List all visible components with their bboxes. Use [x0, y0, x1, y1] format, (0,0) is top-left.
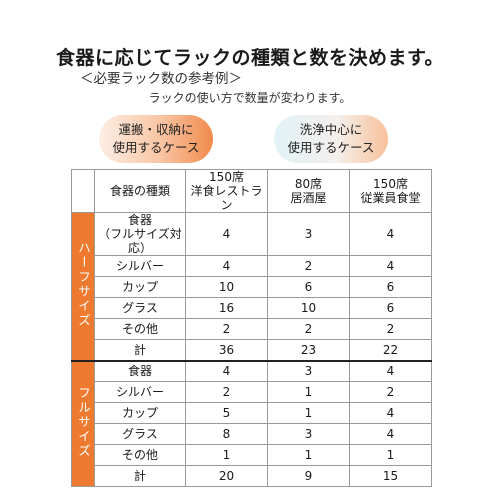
- rack-count-cell: 1: [267, 444, 350, 466]
- rack-count-cell: 4: [185, 255, 268, 277]
- table-row: フルサイズ 食器 4 3 4: [71, 359, 432, 487]
- item-name-cell: グラス: [94, 297, 186, 319]
- header-izakaya: 80席 居酒屋: [267, 169, 350, 213]
- rack-count-cell: 9: [267, 465, 350, 487]
- rack-count-cell: 2: [349, 318, 432, 340]
- rack-count-cell: 2: [185, 381, 268, 403]
- rack-count-cell: 3: [267, 423, 350, 445]
- page-subtitle: ＜必要ラック数の参考例＞: [80, 71, 242, 87]
- item-name-cell: 食器: [94, 359, 186, 382]
- washing-use-case-pill: 洗浄中心に 使用するケース: [274, 115, 388, 163]
- rack-count-cell: 1: [267, 402, 350, 424]
- header-item-type: 食器の種類: [94, 169, 186, 213]
- table-row: カップ 5 1 4: [72, 402, 432, 424]
- rack-count-cell: 3: [267, 359, 350, 382]
- table-row: グラス 8 3 4: [72, 423, 432, 445]
- half-size-section: ハーフサイズ 食器 （フルサイズ対応） 4 3 4 シルバー 4 2 4 カップ 10 6 6 グラス 16…: [71, 212, 432, 361]
- item-name-cell: カップ: [94, 276, 186, 298]
- rack-count-cell: 5: [185, 402, 268, 424]
- rack-count-cell: 15: [349, 465, 432, 487]
- rack-count-cell: 10: [185, 276, 268, 298]
- table-header-row: 食器の種類 150席 洋食レストラン 80席 居酒屋 150席 従業員食堂: [71, 169, 432, 213]
- table-row: 計 20 9 15: [72, 465, 432, 487]
- rack-count-cell: 8: [185, 423, 268, 445]
- rack-count-cell: 2: [267, 318, 350, 340]
- rack-count-cell: 4: [349, 359, 432, 382]
- item-name-cell: グラス: [94, 423, 186, 445]
- item-name-cell: カップ: [94, 402, 186, 424]
- rack-count-cell: 22: [349, 339, 432, 361]
- table-row: カップ 10 6 6: [72, 276, 432, 298]
- half-size-section-label: ハーフサイズ: [71, 212, 95, 361]
- rack-count-cell: 4: [349, 423, 432, 445]
- item-name-cell: シルバー: [94, 255, 186, 277]
- rack-count-cell: 2: [267, 255, 350, 277]
- table-row: シルバー 4 2 4: [72, 255, 432, 277]
- half-size-section-label-text: ハーフサイズ: [76, 241, 91, 329]
- full-size-section: フルサイズ 食器 4 3 4 シルバー 2 1 2 カップ 5 1 4 グラス 8 3 4 その他 1 1 1 計 20 9 1…: [71, 359, 432, 487]
- rack-count-cell: 4: [185, 359, 268, 382]
- rack-count-cell: 1: [185, 444, 268, 466]
- item-name-cell: その他: [94, 444, 186, 466]
- page-title: 食器に応じてラックの種類と数を決めます。: [55, 47, 445, 69]
- rack-count-table: 食器の種類 150席 洋食レストラン 80席 居酒屋 150席 従業員食堂 ハー…: [71, 169, 432, 487]
- rack-count-cell: 6: [349, 297, 432, 319]
- storage-use-case-pill: 運搬・収納に 使用するケース: [99, 115, 213, 163]
- table-row: その他 1 1 1: [72, 444, 432, 466]
- rack-count-cell: 4: [349, 402, 432, 424]
- rack-count-cell: 4: [349, 255, 432, 277]
- rack-count-cell: 1: [349, 444, 432, 466]
- item-name-cell: 食器 （フルサイズ対応）: [94, 212, 186, 256]
- rack-count-cell: 4: [349, 212, 432, 256]
- item-name-cell: その他: [94, 318, 186, 340]
- table-row: その他 2 2 2: [72, 318, 432, 340]
- rack-count-cell: 1: [267, 381, 350, 403]
- rack-count-cell: 10: [267, 297, 350, 319]
- full-size-section-label-text: フルサイズ: [76, 386, 91, 459]
- full-size-section-label: フルサイズ: [71, 359, 95, 487]
- rack-count-cell: 4: [185, 212, 268, 256]
- rack-count-cell: 6: [349, 276, 432, 298]
- header-staff-cafeteria: 150席 従業員食堂: [349, 169, 432, 213]
- rack-count-cell: 20: [185, 465, 268, 487]
- rack-count-cell: 2: [349, 381, 432, 403]
- rack-count-cell: 16: [185, 297, 268, 319]
- rack-count-cell: 36: [185, 339, 268, 361]
- item-name-cell: 計: [94, 465, 186, 487]
- table-row: グラス 16 10 6: [72, 297, 432, 319]
- rack-count-cell: 2: [185, 318, 268, 340]
- rack-count-cell: 23: [267, 339, 350, 361]
- header-corner-cell: [71, 169, 95, 213]
- table-row: シルバー 2 1 2: [72, 381, 432, 403]
- usage-note: ラックの使い方で数量が変わります。: [148, 91, 352, 105]
- rack-count-cell: 6: [267, 276, 350, 298]
- table-row: ハーフサイズ 食器 （フルサイズ対応） 4 3 4: [71, 212, 432, 361]
- item-name-cell: シルバー: [94, 381, 186, 403]
- header-western-restaurant: 150席 洋食レストラン: [185, 169, 268, 213]
- rack-count-cell: 3: [267, 212, 350, 256]
- item-name-cell: 計: [94, 339, 186, 361]
- table-row: 計 36 23 22: [72, 339, 432, 361]
